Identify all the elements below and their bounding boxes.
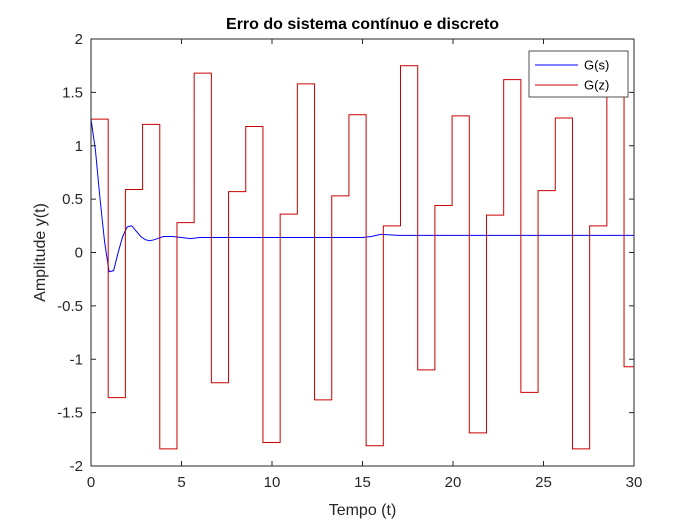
- y-tick-label: -1.5: [57, 405, 83, 422]
- y-tick-label: 0: [75, 245, 83, 262]
- legend: G(s) G(z): [528, 50, 629, 98]
- y-tick-label: 1.5: [62, 84, 83, 101]
- x-tick-label: 25: [535, 474, 552, 491]
- y-tick-label: 0.5: [62, 191, 83, 208]
- y-axis-label: Amplitude y(t): [32, 203, 49, 302]
- y-tick-label: -0.5: [57, 298, 83, 315]
- x-tick-label: 20: [445, 474, 462, 491]
- y-tick-label: -2: [70, 458, 83, 475]
- series-layer: [91, 61, 634, 450]
- y-axis: -2 -1.5 -1 -0.5 0 0.5 1 1.5 2: [57, 31, 634, 475]
- y-tick-label: 1: [75, 138, 83, 155]
- chart-title: Erro do sistema contínuo e discreto: [226, 16, 499, 33]
- y-tick-label: -1: [70, 351, 83, 368]
- legend-label-gz: G(z): [584, 78, 609, 93]
- plot-area: [91, 39, 634, 466]
- x-tick-label: 15: [354, 474, 371, 491]
- x-tick-label: 30: [626, 474, 643, 491]
- series-line-gz: [91, 61, 634, 450]
- x-tick-label: 5: [177, 474, 185, 491]
- x-axis-label: Tempo (t): [329, 502, 397, 519]
- y-tick-label: 2: [75, 31, 83, 48]
- x-axis: 0 5 10 15 20 25 30: [87, 39, 643, 491]
- x-tick-label: 0: [87, 474, 95, 491]
- legend-box: [528, 50, 629, 98]
- series-line-gs: [91, 118, 634, 273]
- x-tick-label: 10: [264, 474, 281, 491]
- legend-label-gs: G(s): [584, 58, 609, 73]
